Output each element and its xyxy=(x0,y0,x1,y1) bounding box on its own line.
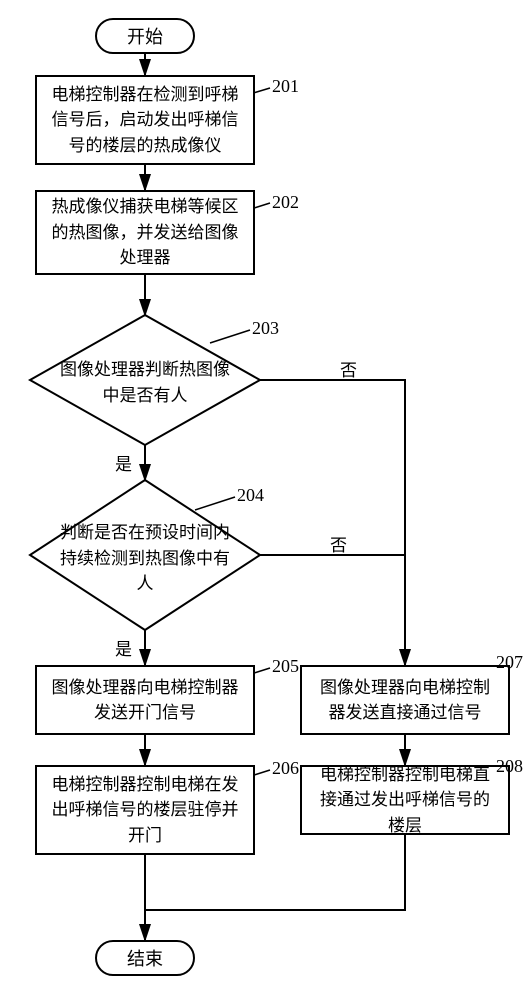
process-208: 电梯控制器控制电梯直接通过发出呼梯信号的楼层 xyxy=(300,765,510,835)
decision-203-shape xyxy=(30,315,260,445)
process-205: 图像处理器向电梯控制器发送开门信号 xyxy=(35,665,255,735)
tag-tick xyxy=(195,497,235,510)
decision-204-shape xyxy=(30,480,260,630)
tag-207: 207 xyxy=(496,652,523,673)
tag-202: 202 xyxy=(272,192,299,213)
tag-204: 204 xyxy=(237,485,264,506)
label-204-yes: 是 xyxy=(115,635,132,660)
terminal-end: 结束 xyxy=(95,940,195,976)
process-206: 电梯控制器控制电梯在发出呼梯信号的楼层驻停并开门 xyxy=(35,765,255,855)
edge-203-no xyxy=(260,380,405,665)
process-201: 电梯控制器在检测到呼梯信号后，启动发出呼梯信号的楼层的热成像仪 xyxy=(35,75,255,165)
label-203-yes: 是 xyxy=(115,450,132,475)
tag-tick xyxy=(210,330,250,343)
terminal-start: 开始 xyxy=(95,18,195,54)
label-203-no: 否 xyxy=(340,356,357,381)
tag-206: 206 xyxy=(272,758,299,779)
label-204-no: 否 xyxy=(330,531,347,556)
tag-201: 201 xyxy=(272,76,299,97)
tag-203: 203 xyxy=(252,318,279,339)
process-202: 热成像仪捕获电梯等候区的热图像，并发送给图像处理器 xyxy=(35,190,255,275)
tag-205: 205 xyxy=(272,656,299,677)
process-207: 图像处理器向电梯控制器发送直接通过信号 xyxy=(300,665,510,735)
tag-208: 208 xyxy=(496,756,523,777)
